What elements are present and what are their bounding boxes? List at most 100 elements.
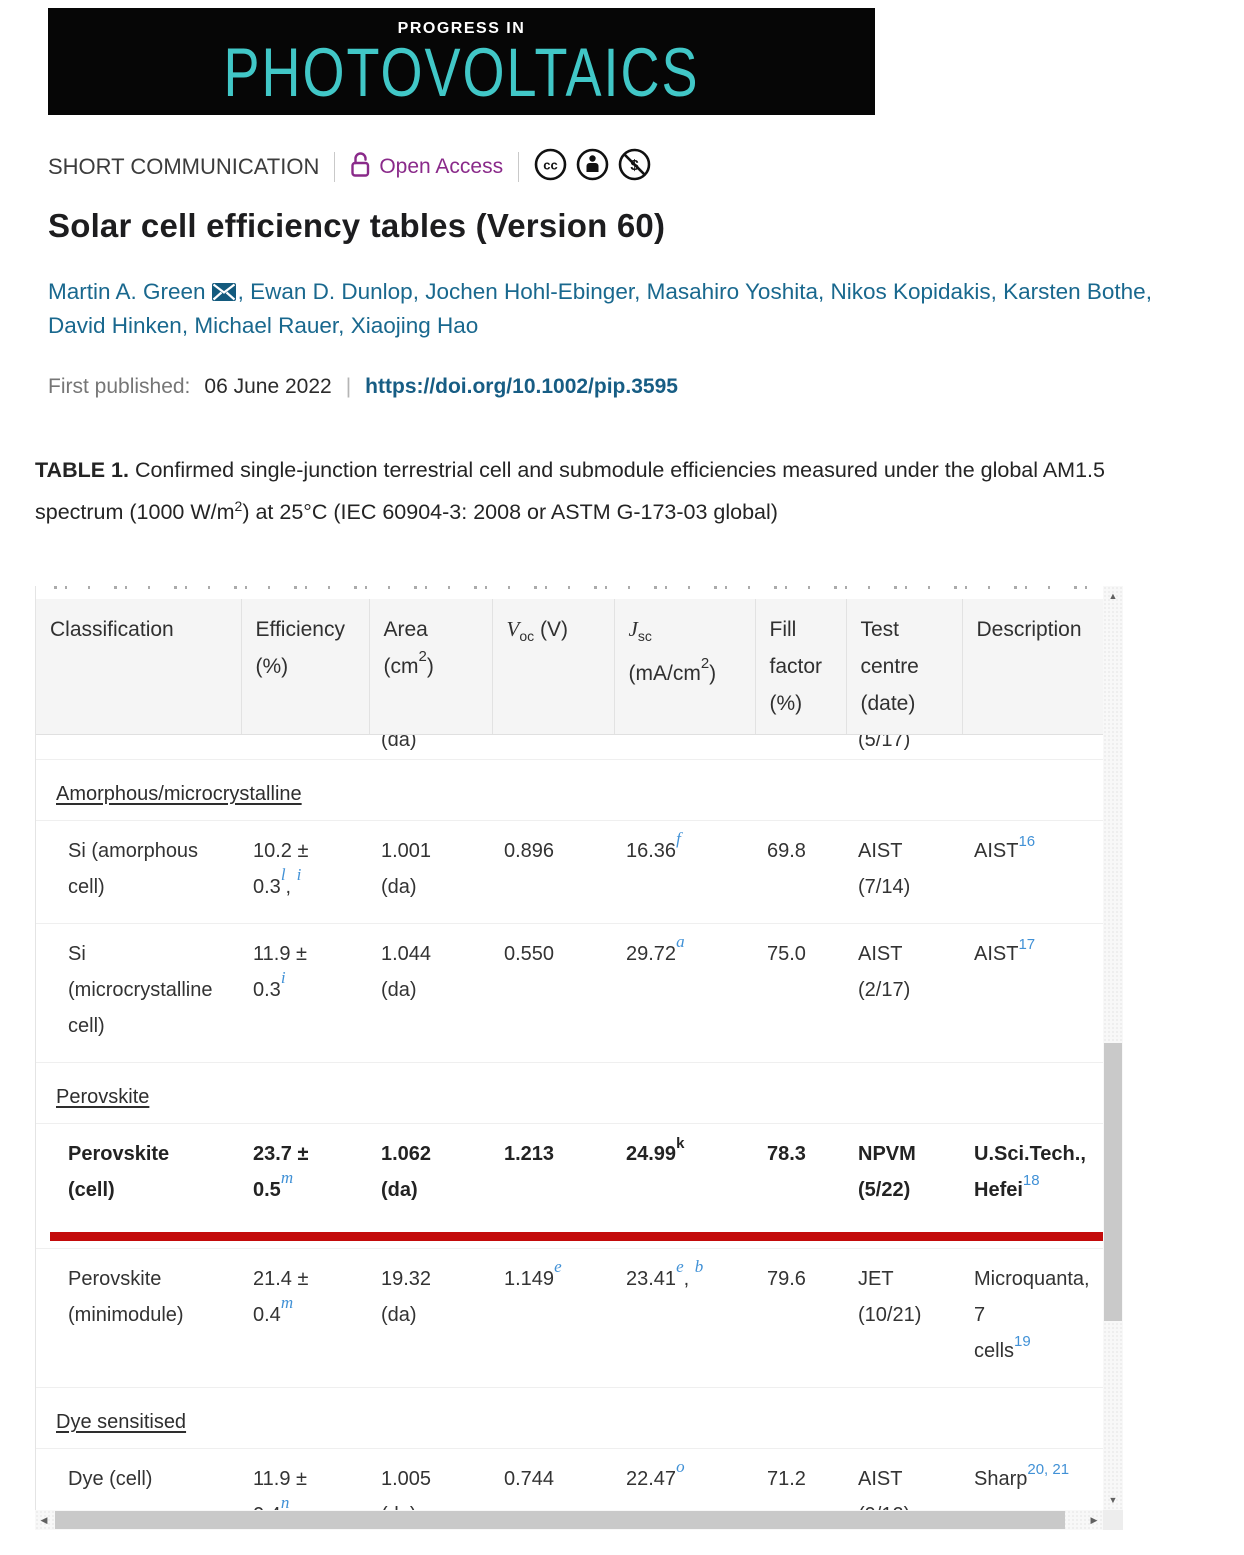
cell-classification: Perovskite (minimodule)	[68, 1268, 184, 1326]
license-icons[interactable]: cc $	[534, 148, 651, 186]
cell-test-centre: AIST (7/14)	[858, 840, 911, 898]
cell-classification: Dye (cell)	[68, 1468, 153, 1490]
column-header-jsc: Jsc (mA/cm2)	[614, 599, 756, 735]
cell-fill-factor: 75.0	[767, 943, 806, 965]
cell-classification: Si (amorphous cell)	[68, 840, 199, 898]
cell-description: AIST17	[974, 936, 1036, 965]
cell-efficiency: 11.9 ±0.4n	[253, 1468, 307, 1510]
publication-info: First published: 06 June 2022 | https://…	[48, 375, 1244, 399]
vertical-scroll-thumb[interactable]	[1104, 1043, 1122, 1321]
table-caption: TABLE 1. Confirmed single-junction terre…	[35, 458, 1105, 524]
cell-fill-factor: 71.2	[767, 1468, 806, 1490]
column-header-efficiency: Efficiency (%)	[241, 599, 370, 735]
author-link[interactable]: Martin A. Green	[48, 279, 206, 304]
divider: |	[345, 375, 352, 398]
column-header-description: Description	[962, 599, 1104, 735]
highlight-underline	[50, 1232, 1104, 1241]
cell-area: (da)	[381, 734, 417, 752]
section-row: Perovskite	[36, 1062, 1104, 1124]
author-link[interactable]: Jochen Hohl-Ebinger	[425, 279, 635, 304]
cell-efficiency: 23.7 ±0.5m	[253, 1143, 309, 1201]
cell-voc: 0.550	[504, 943, 555, 965]
cell-efficiency	[241, 735, 369, 760]
table-row: Si (amorphous cell) 10.2 ±0.3l, i 1.001 (da)…	[36, 820, 1104, 924]
section-label: Perovskite	[56, 1086, 150, 1108]
divider	[334, 152, 336, 182]
column-header-fill-factor: Fill factor (%)	[755, 599, 847, 735]
table-row: Dye (cell) 11.9 ±0.4n 1.005(da) 0.744 22.47o…	[36, 1448, 1104, 1510]
cell-jsc: 16.36f	[626, 829, 681, 862]
cell-voc: 1.149e	[504, 1257, 562, 1290]
author-link[interactable]: Xiaojing Hao	[350, 313, 479, 338]
table-header-row: Classification Efficiency (%) Area (cm2) Voc …	[36, 599, 1104, 735]
cell-description: AIST16	[974, 833, 1036, 862]
section-label: Amorphous/microcrystalline	[56, 783, 302, 805]
article-type-label: SHORT COMMUNICATION	[48, 154, 320, 179]
efficiency-table: Classification Efficiency (%) Area (cm2) Voc …	[36, 599, 1104, 1510]
cell-area: 1.005(da)	[381, 1468, 432, 1510]
first-published-label: First published:	[48, 375, 191, 398]
column-header-test-centre: Test centre (date)	[846, 599, 963, 735]
cell-voc: 1.213	[504, 1143, 555, 1165]
cell-voc: 0.896	[504, 840, 555, 862]
cell-test-centre: (5/17)	[858, 734, 911, 752]
author-link[interactable]: Ewan D. Dunlop	[250, 279, 413, 304]
author-link[interactable]: Karsten Bothe	[1003, 279, 1146, 304]
cell-test-centre: JET (10/21)	[858, 1268, 922, 1326]
scroll-down-button[interactable]: ▼	[1108, 1495, 1118, 1505]
journal-name: PHOTOVOLTAICS	[223, 34, 700, 111]
cell-jsc: 23.41e, b	[626, 1257, 704, 1290]
open-access-link[interactable]: Open Access	[350, 151, 503, 184]
journal-kicker: PROGRESS IN	[397, 19, 526, 37]
scroll-left-button[interactable]: ◀	[40, 1514, 48, 1525]
cell-description	[962, 735, 1104, 760]
table-body: (da) (5/17) Amorphous/microcrystalline Si (…	[36, 734, 1104, 1510]
column-header-classification: Classification	[36, 599, 242, 735]
cell-jsc: 22.47o	[626, 1457, 685, 1490]
article-meta-row: SHORT COMMUNICATION Open Access cc $	[48, 148, 1244, 186]
clipped-row-above	[36, 586, 1104, 599]
open-access-label: Open Access	[379, 155, 504, 178]
author-link[interactable]: Nikos Kopidakis	[830, 279, 991, 304]
column-header-voc: Voc (V)	[492, 599, 615, 735]
section-row: Dye sensitised	[36, 1387, 1104, 1449]
doi-link[interactable]: https://doi.org/10.1002/pip.3595	[365, 375, 678, 398]
cell-test-centre: AIST (2/17)	[858, 943, 911, 1001]
table-viewport: Classification Efficiency (%) Area (cm2) Voc …	[35, 586, 1105, 1510]
highlight-rule-row	[36, 1226, 1104, 1249]
vertical-scrollbar[interactable]: ▲ ▼	[1103, 586, 1123, 1510]
author-link[interactable]: Michael Rauer	[194, 313, 339, 338]
cell-fill-factor	[755, 735, 846, 760]
table-row: Perovskite (minimodule) 21.4 ±0.4m 19.32 (da…	[36, 1248, 1104, 1388]
cell-fill-factor: 79.6	[767, 1268, 806, 1290]
cell-area: 1.001 (da)	[381, 840, 432, 898]
cell-efficiency: 11.9 ±0.3i	[253, 943, 307, 1001]
table-row: Si (microcrystalline cell) 11.9 ±0.3i 1.044(…	[36, 923, 1104, 1063]
cell-fill-factor: 78.3	[767, 1143, 806, 1165]
divider	[518, 152, 520, 182]
horizontal-scroll-thumb[interactable]	[55, 1511, 1065, 1529]
cell-classification	[36, 735, 241, 760]
page-title: Solar cell efficiency tables (Version 60…	[48, 207, 666, 244]
scroll-up-button[interactable]: ▲	[1108, 591, 1118, 601]
cell-efficiency: 10.2 ±0.3l, i	[253, 840, 309, 898]
cell-description: Sharp20, 21	[974, 1461, 1070, 1490]
author-link[interactable]: Masahiro Yoshita	[646, 279, 818, 304]
svg-text:cc: cc	[543, 158, 557, 173]
cell-test-centre: AIST(9/12)	[858, 1468, 910, 1510]
non-commercial-dollar-icon: $	[618, 148, 651, 186]
cell-jsc: 29.72a	[626, 932, 685, 965]
efficiency-table-container: Classification Efficiency (%) Area (cm2) Voc …	[35, 586, 1123, 1530]
caption-label: TABLE 1.	[35, 458, 129, 482]
author-link[interactable]: David Hinken	[48, 313, 182, 338]
journal-banner: PROGRESS IN PHOTOVOLTAICS	[48, 8, 875, 115]
cell-area: 1.044 (da)	[381, 943, 432, 1001]
horizontal-scrollbar[interactable]: ◀ ▶	[35, 1510, 1103, 1530]
cell-jsc	[614, 735, 755, 760]
open-lock-icon	[350, 151, 371, 184]
scrollbar-corner	[1103, 1510, 1123, 1530]
scroll-right-button[interactable]: ▶	[1090, 1514, 1098, 1525]
cell-voc: 0.744	[504, 1468, 555, 1490]
attribution-person-icon	[576, 148, 609, 186]
table-row: Perovskite (cell) 23.7 ±0.5m 1.062 (da) 1.213…	[36, 1123, 1104, 1227]
